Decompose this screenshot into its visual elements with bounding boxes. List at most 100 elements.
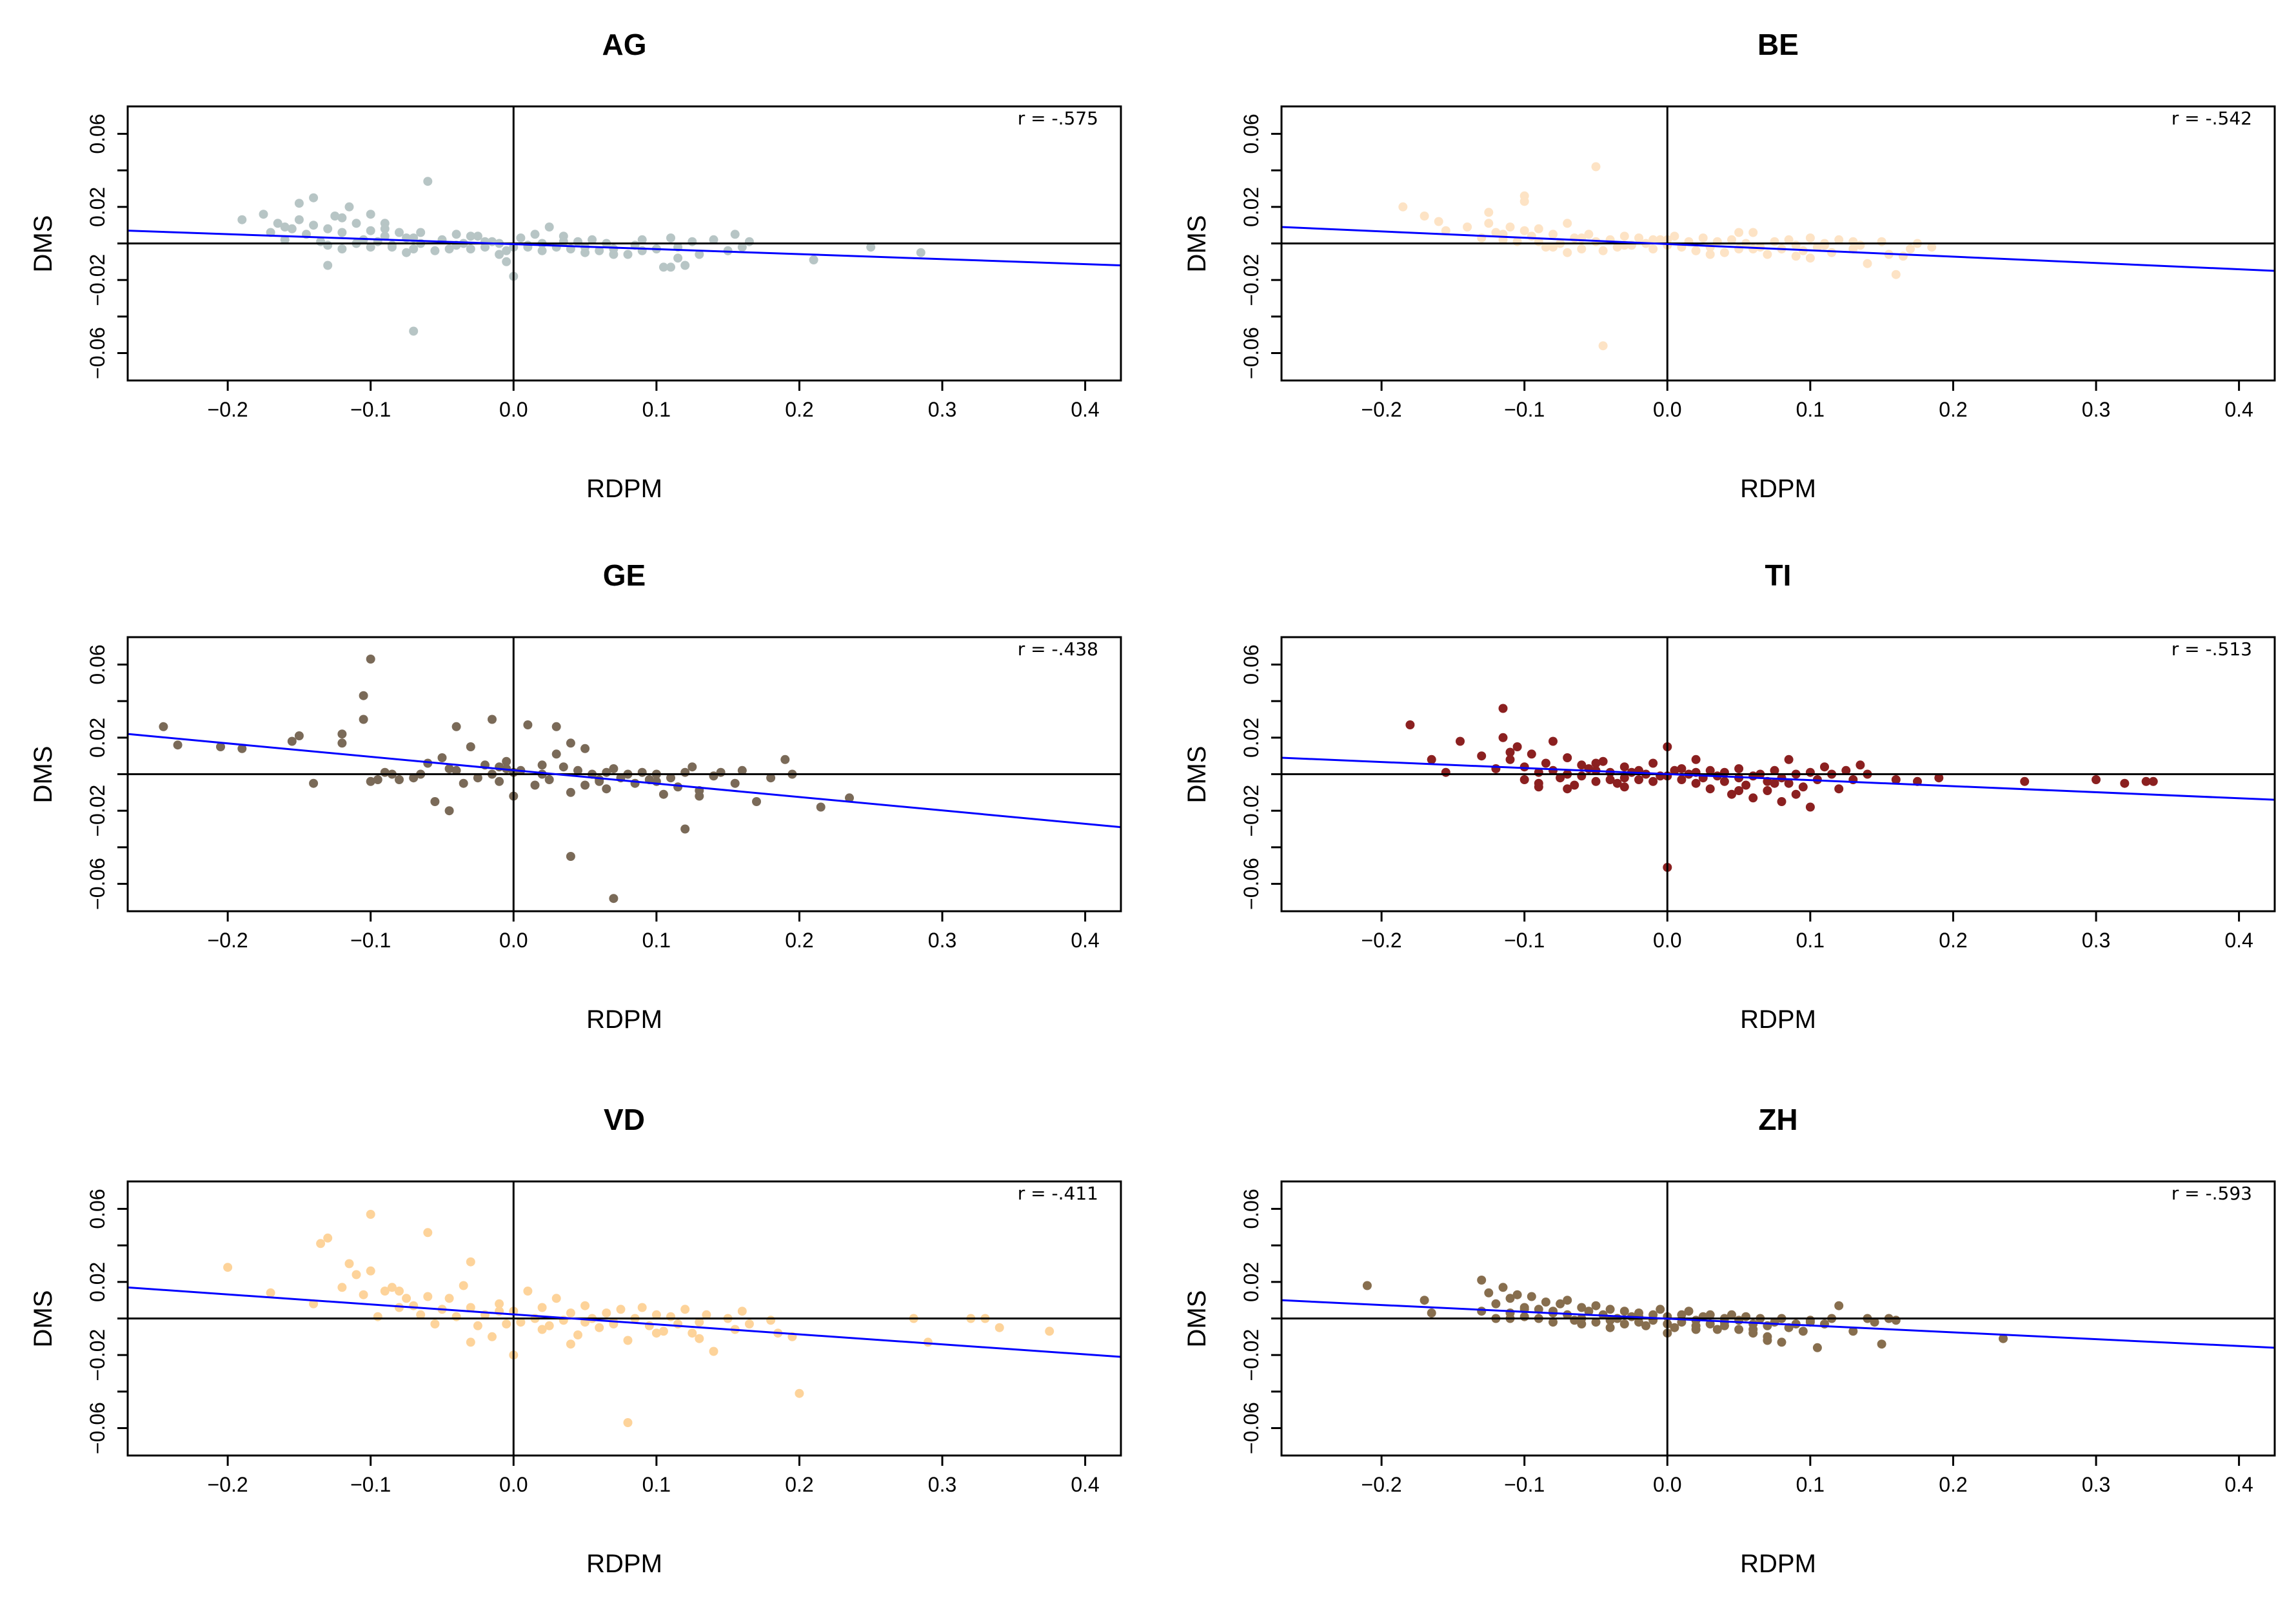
data-point: [1891, 1316, 1901, 1325]
panel-ag: AG RDPM DMS r = -.575 −0.2 −0.1 0.0 0.1 0.2 0…: [29, 28, 1122, 503]
data-point: [1677, 775, 1687, 784]
x-tick-label: 0.3: [928, 398, 956, 421]
data-point: [523, 720, 533, 729]
x-tick-label: 0.0: [1653, 1473, 1681, 1496]
y-tick-label: −0.06: [86, 858, 109, 910]
data-point: [1563, 753, 1572, 762]
data-point: [287, 736, 297, 746]
data-point: [1891, 270, 1901, 279]
data-point: [1484, 208, 1494, 217]
x-tick-label: 0.1: [1796, 1473, 1825, 1496]
plot-area: [1282, 637, 2275, 911]
data-point: [323, 224, 333, 233]
data-point: [602, 784, 611, 794]
data-point: [2092, 775, 2101, 784]
x-tick-label: −0.2: [1361, 1473, 1402, 1496]
data-point: [1498, 733, 1508, 742]
x-axis-label: RDPM: [1740, 1005, 1816, 1034]
data-point: [595, 1323, 604, 1332]
data-point: [1519, 226, 1529, 235]
data-point: [351, 1270, 361, 1279]
data-point: [1563, 248, 1572, 257]
data-point: [1748, 793, 1758, 803]
data-point: [1420, 212, 1429, 221]
data-point: [1441, 767, 1450, 777]
data-point: [1648, 244, 1658, 253]
data-point: [223, 1263, 233, 1272]
data-point: [309, 1299, 319, 1308]
data-point: [459, 1281, 468, 1290]
x-tick-label: 0.0: [499, 929, 528, 952]
panel-title: ZH: [1758, 1103, 1797, 1136]
data-point: [1898, 252, 1908, 261]
data-point: [1734, 244, 1744, 253]
data-point: [1541, 1298, 1550, 1307]
data-point: [366, 1266, 375, 1276]
data-point: [466, 232, 475, 241]
data-point: [1619, 1319, 1629, 1328]
data-point: [237, 744, 247, 753]
x-tick-label: 0.2: [785, 929, 813, 952]
data-point: [309, 193, 319, 202]
data-point: [1427, 1308, 1436, 1318]
data-point: [1477, 1307, 1487, 1316]
y-tick-label: −0.02: [1240, 1329, 1263, 1381]
data-point: [737, 242, 747, 252]
y-tick-label: 0.06: [86, 1189, 109, 1229]
data-point: [1477, 1276, 1487, 1285]
data-point: [2120, 778, 2130, 788]
data-point: [294, 731, 304, 740]
x-tick-label: 0.4: [2224, 398, 2253, 421]
data-point: [695, 1318, 704, 1327]
data-point: [595, 246, 604, 255]
y-tick-label: 0.02: [1240, 187, 1263, 227]
data-point: [1763, 1336, 1772, 1345]
data-point: [2148, 776, 2158, 786]
data-point: [1734, 786, 1744, 795]
data-point: [1534, 224, 1543, 233]
data-point: [1420, 1296, 1429, 1305]
data-point: [1556, 773, 1565, 783]
data-point: [673, 1319, 683, 1328]
data-point: [2020, 776, 2030, 786]
data-point: [444, 244, 454, 253]
data-point: [1734, 1325, 1744, 1334]
plot-area: [1282, 1181, 2275, 1456]
data-point: [1763, 786, 1772, 795]
x-tick-label: −0.1: [1504, 1473, 1545, 1496]
data-point: [666, 262, 675, 272]
data-point: [1505, 747, 1515, 757]
data-point: [1491, 1299, 1501, 1308]
data-point: [702, 1310, 711, 1319]
data-point: [1577, 771, 1587, 781]
data-point: [580, 744, 590, 753]
data-point: [337, 213, 347, 222]
data-point: [502, 1319, 511, 1328]
data-point: [1798, 1327, 1808, 1336]
x-tick-label: −0.2: [208, 1473, 248, 1496]
data-point: [1591, 776, 1601, 786]
data-point: [430, 797, 440, 806]
data-point: [1634, 775, 1643, 784]
data-point: [1045, 1327, 1054, 1336]
data-point: [995, 1323, 1004, 1332]
data-point: [473, 232, 482, 241]
data-point: [466, 1338, 475, 1347]
data-point: [309, 778, 319, 788]
data-point: [1906, 244, 1915, 253]
data-point: [530, 230, 540, 239]
x-tick-label: 0.3: [928, 929, 956, 952]
y-tick-label: 0.02: [86, 187, 109, 227]
data-point: [430, 246, 440, 255]
panel-zh: ZH RDPM DMS r = -.593 −0.2 −0.1 0.0 0.1 0.2 0…: [1183, 1103, 2276, 1578]
data-point: [695, 250, 704, 259]
data-point: [480, 237, 490, 246]
data-point: [1770, 237, 1779, 246]
data-point: [380, 1287, 390, 1296]
data-point: [1791, 252, 1801, 261]
data-point: [402, 1294, 411, 1303]
data-point: [337, 244, 347, 253]
data-point: [1756, 242, 1765, 252]
data-point: [366, 226, 375, 235]
data-point: [1577, 244, 1587, 253]
